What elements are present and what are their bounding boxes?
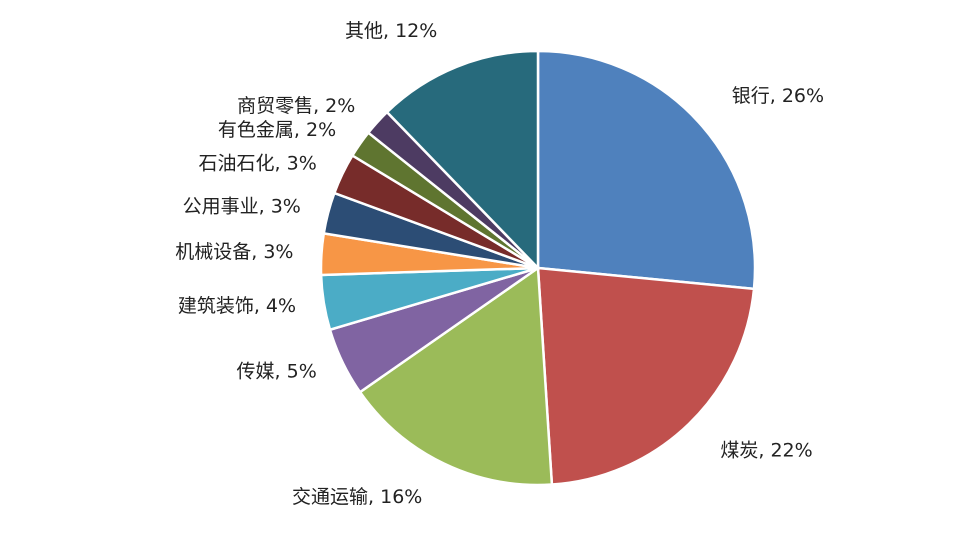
data-label: 煤炭, 22% xyxy=(720,440,812,462)
pie-slice xyxy=(358,265,554,487)
data-label: 有色金属, 2% xyxy=(218,119,336,141)
data-label: 传媒, 5% xyxy=(237,361,317,383)
data-label: 石油石化, 3% xyxy=(199,152,317,174)
pie-slice xyxy=(536,266,756,486)
data-label: 机械设备, 3% xyxy=(175,241,293,263)
pie-slice xyxy=(385,49,540,272)
data-label: 交通运输, 16% xyxy=(292,486,422,508)
data-label: 建筑装饰, 4% xyxy=(178,295,296,317)
pie-slice xyxy=(536,49,757,291)
data-label: 银行, 26% xyxy=(732,85,824,107)
data-label: 公用事业, 3% xyxy=(183,196,301,218)
data-label: 商贸零售, 2% xyxy=(237,95,355,117)
data-label: 其他, 12% xyxy=(345,20,437,42)
